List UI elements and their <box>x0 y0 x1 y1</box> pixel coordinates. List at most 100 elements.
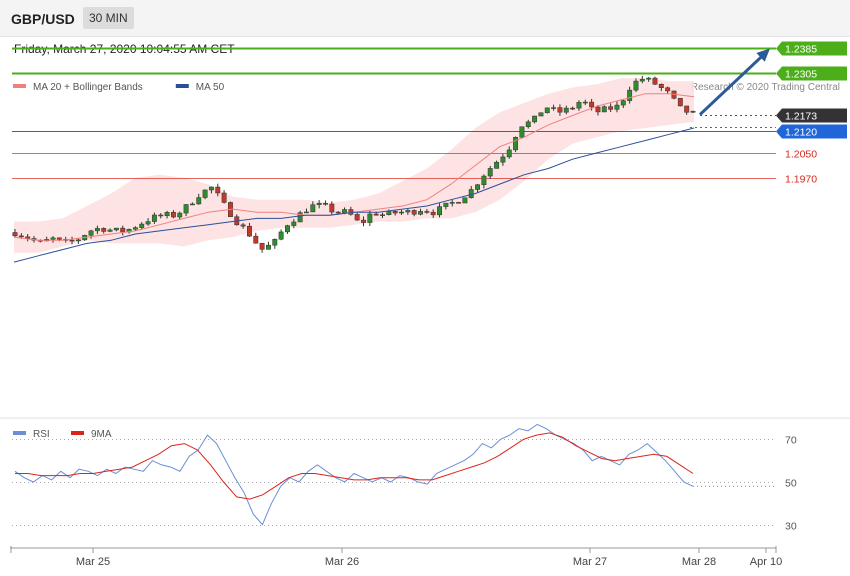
level-label-4: 1.2050 <box>785 149 817 161</box>
candle-body <box>424 211 430 213</box>
candle-body <box>208 186 214 191</box>
legend-swatch-0 <box>13 84 26 88</box>
candle-body <box>215 186 221 194</box>
candle-body <box>405 210 411 213</box>
level-label-1: 1.2305 <box>785 69 817 81</box>
candle-body <box>589 101 595 108</box>
candle-body <box>475 184 481 190</box>
candle-body <box>519 126 525 138</box>
candle-body <box>456 202 462 204</box>
candle-body <box>266 244 271 250</box>
candle-body <box>88 230 94 236</box>
candle-body <box>525 121 531 128</box>
candle-body <box>361 219 366 223</box>
candle-body <box>189 203 195 206</box>
level-label-5: 1.1970 <box>785 174 817 186</box>
candle-body <box>557 107 563 113</box>
candle-body <box>297 212 303 223</box>
candle-body <box>354 214 360 221</box>
candle-body <box>50 237 56 240</box>
forecast-arrow-head <box>756 48 770 62</box>
candle-body <box>449 202 455 204</box>
rsi-legend-label-0: RSI <box>33 429 50 440</box>
rsi-grid-label-70: 70 <box>785 435 797 447</box>
candle-body <box>690 110 696 113</box>
candle-body <box>608 106 614 110</box>
x-tick-label-2: Mar 27 <box>573 556 607 568</box>
level-label-0: 1.2385 <box>785 44 817 56</box>
candle-body <box>494 161 500 169</box>
candle-body <box>399 211 404 214</box>
candle-body <box>595 106 601 113</box>
candle-body <box>18 235 24 238</box>
x-tick-label-4: Apr 10 <box>750 556 782 568</box>
candle-body <box>411 210 417 215</box>
level-box-3 <box>776 124 847 139</box>
candle-body <box>513 137 519 151</box>
candle-body <box>373 213 379 216</box>
candle-body <box>677 97 683 107</box>
candle-body <box>639 78 645 82</box>
rsi-legend-swatch-1 <box>71 431 84 435</box>
x-tick-label-1: Mar 26 <box>325 556 359 568</box>
candle-body <box>582 101 588 104</box>
candle-body <box>278 231 284 240</box>
candle-body <box>259 242 265 250</box>
candle-body <box>367 213 373 223</box>
candle-body <box>94 228 100 232</box>
rsi-legend-swatch-0 <box>13 431 26 435</box>
candle-body <box>12 232 18 237</box>
candle-body <box>487 168 493 177</box>
candle-body <box>272 238 278 246</box>
candle-body <box>620 100 626 106</box>
candle-body <box>570 107 576 110</box>
timeframe-button[interactable]: 30 MIN <box>83 7 134 29</box>
candle-body <box>646 77 652 80</box>
candle-body <box>107 229 113 232</box>
candle-body <box>323 203 328 205</box>
candle-body <box>538 112 544 117</box>
candle-body <box>627 89 633 101</box>
candle-body <box>418 211 423 215</box>
candle-body <box>285 225 290 233</box>
candle-body <box>202 189 208 198</box>
level-label-3: 1.2120 <box>785 127 817 139</box>
candle-body <box>430 211 436 216</box>
candle-body <box>335 211 341 214</box>
candle-body <box>633 80 639 91</box>
candle-body <box>468 189 474 199</box>
candle-body <box>563 107 569 113</box>
candle-body <box>145 221 151 225</box>
candle-body <box>158 214 164 217</box>
forecast-arrow-shaft <box>698 52 767 116</box>
rsi-grid-label-30: 30 <box>785 521 797 533</box>
candle-body <box>69 239 75 242</box>
pair-title: GBP/USD <box>11 11 75 27</box>
candle-body <box>170 212 176 218</box>
candle-body <box>177 212 183 218</box>
candle-body <box>304 211 309 214</box>
candle-body <box>291 221 297 226</box>
candle-body <box>532 115 538 123</box>
x-tick-label-3: Mar 28 <box>682 556 716 568</box>
candle-body <box>544 107 550 113</box>
candle-body <box>506 149 512 158</box>
candle-body <box>380 214 385 216</box>
candle-body <box>443 202 449 207</box>
ma50-line <box>13 127 695 263</box>
candle-body <box>164 212 170 216</box>
candle-body <box>240 224 246 227</box>
candle-body <box>386 210 392 215</box>
candle-body <box>310 204 316 213</box>
candle-body <box>139 223 145 228</box>
candle-body <box>113 227 119 231</box>
candle-body <box>551 107 557 109</box>
candle-body <box>652 77 658 85</box>
candle-body <box>329 203 335 213</box>
candle-body <box>132 227 138 230</box>
rsi-9ma-line <box>15 432 694 500</box>
candle-body <box>75 239 81 242</box>
candle-body <box>614 104 620 110</box>
candle-body <box>684 105 690 113</box>
